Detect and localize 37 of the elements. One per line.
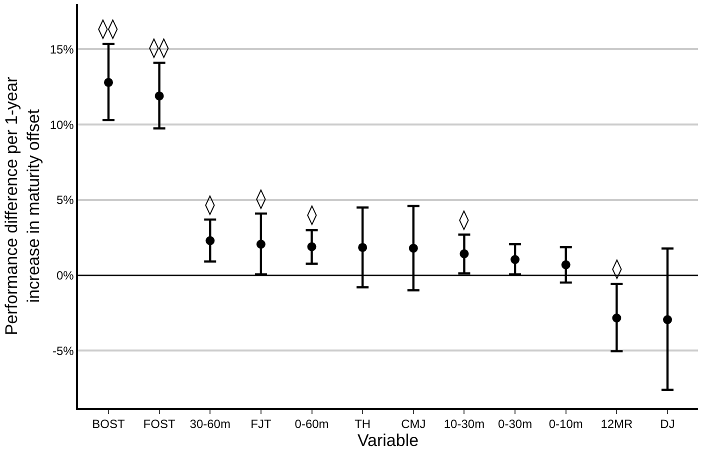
x-tick-label: 0-10m [548,417,583,432]
point [206,236,215,246]
y-tick-label: 5% [56,193,74,208]
y-axis-title: Performance difference per 1-year increase in maturity offset [2,76,43,336]
point [256,240,266,249]
point [358,242,368,252]
annotation: ◊ [256,186,266,210]
x-tick-label: DJ [660,417,675,432]
x-axis-title: Variable [357,431,419,450]
x-tick-label: FJT [250,417,272,432]
x-tick-label: CMJ [401,417,426,432]
point [663,315,672,324]
x-tick-label: FOST [143,417,176,432]
point [104,78,113,87]
point [612,314,622,322]
y-tick-label: -5% [52,344,74,358]
x-tick-label: 30-60m [190,417,230,432]
point [561,260,570,270]
y-tick-label: 0% [56,268,74,283]
x-tick-label: BOST [92,417,126,432]
annotation: ◊ [205,192,215,216]
point [408,244,418,253]
y-tick-label: 10% [50,118,74,132]
point [460,249,469,258]
x-tick-label: 10-30m [444,417,485,432]
point [307,242,316,252]
annotation: ◊◊ [149,35,169,59]
annotation: ◊ [307,202,317,226]
point [510,255,520,264]
annotation: ◊◊ [98,16,118,40]
annotation: ◊ [459,207,469,231]
point [154,91,164,100]
x-tick-label: 0-60m [294,417,329,432]
x-tick-label: 12MR [600,417,634,432]
x-tick-label: 0-30m [498,417,532,432]
y-tick-label: 15% [50,42,74,56]
x-tick-label: TH [354,417,371,432]
